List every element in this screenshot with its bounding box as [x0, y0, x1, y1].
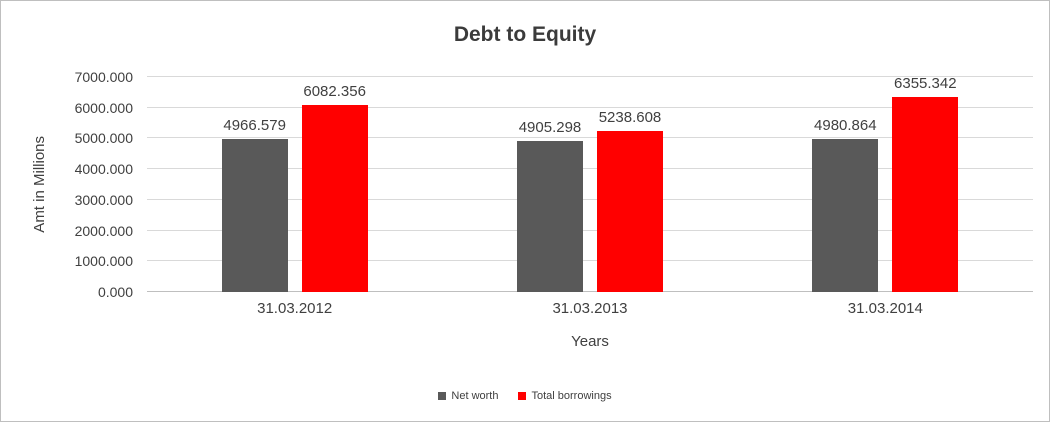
bar-group: 4980.864 6355.342 — [738, 75, 1033, 292]
gridline — [147, 260, 1033, 262]
bar-total-borrowings: 5238.608 — [596, 109, 663, 292]
bar-total-borrowings: 6082.356 — [301, 83, 368, 292]
chart-legend: Net worth Total borrowings — [1, 390, 1049, 402]
legend-swatch-icon — [438, 392, 447, 400]
x-axis-line — [147, 291, 1033, 292]
y-tick-label: 5000.000 — [74, 130, 133, 147]
bar-net-worth: 4905.298 — [516, 119, 583, 292]
x-axis-title: Years — [571, 333, 609, 350]
bar-net-worth: 4980.864 — [812, 117, 879, 292]
y-tick-label: 7000.000 — [74, 69, 133, 85]
y-tick-label: 0.000 — [97, 284, 133, 300]
bar-value-label: 6355.342 — [894, 74, 957, 92]
bar-value-label: 6082.356 — [303, 83, 366, 101]
y-tick-label: 6000.000 — [74, 99, 133, 116]
x-category-label: 31.03.2012 — [257, 300, 333, 317]
chart-title: Debt to Equity — [453, 23, 597, 46]
y-tick-label: 2000.000 — [74, 222, 133, 239]
bar-value-label: 5238.608 — [598, 109, 662, 127]
y-tick-label: 1000.000 — [74, 253, 133, 270]
legend-label: Total borrowings — [531, 390, 612, 402]
bar-total-borrowings: 6355.342 — [892, 75, 959, 292]
bar-value-label: 4905.298 — [518, 119, 582, 137]
x-axis-category-labels: 31.03.2012 31.03.2013 31.03.2014 — [147, 300, 1033, 317]
legend-label: Net worth — [451, 390, 499, 402]
gridline — [147, 76, 1033, 77]
y-axis-title-text: Amt in Millions — [31, 136, 48, 233]
y-tick-label: 3000.000 — [74, 191, 133, 208]
legend-swatch-icon — [518, 392, 527, 400]
x-category-label: 31.03.2014 — [847, 300, 923, 317]
bar-value-label: 4966.579 — [223, 117, 286, 135]
gridline — [147, 198, 1033, 200]
bar-value-label: 4980.864 — [814, 117, 877, 135]
gridline — [147, 168, 1033, 170]
x-category-label: 31.03.2013 — [552, 300, 628, 317]
bar-group: 4905.298 5238.608 — [442, 77, 737, 292]
legend-item-total-borrowings: Total borrowings — [518, 390, 612, 402]
bar-group: 4966.579 6082.356 — [147, 77, 442, 292]
bar-net-worth: 4966.579 — [221, 117, 288, 292]
y-tick-label: 4000.000 — [74, 161, 133, 178]
gridline — [147, 106, 1033, 108]
y-axis-title: Amt in Millions — [31, 77, 48, 292]
y-axis-ticks: 0.000 1000.000 2000.000 3000.000 4000.000 500… — [59, 69, 133, 300]
legend-item-net-worth: Net worth — [438, 390, 498, 402]
gridline — [147, 229, 1033, 231]
plot-area: 4966.579 6082.356 4905.298 5238.608 4980.864… — [147, 75, 1033, 292]
gridline — [147, 137, 1033, 139]
